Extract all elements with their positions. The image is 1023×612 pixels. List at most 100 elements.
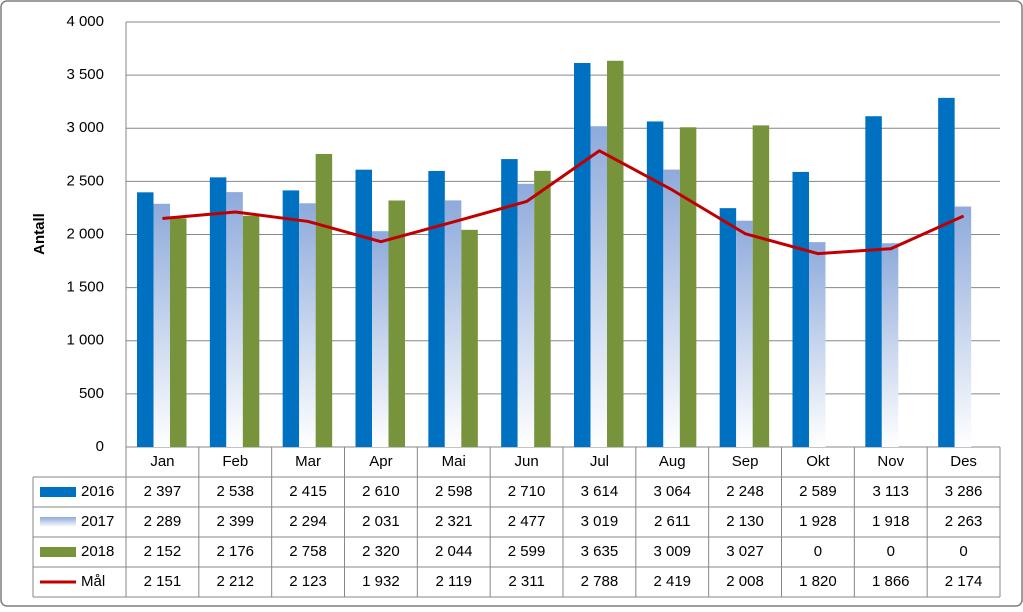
table-value: 2 710 — [508, 483, 546, 500]
bar — [679, 127, 697, 447]
table-value: 3 635 — [581, 543, 619, 560]
table-value: 1 820 — [799, 573, 837, 590]
table-value: 2 123 — [289, 573, 327, 590]
bar — [444, 200, 462, 447]
table-value: 2 589 — [799, 483, 837, 500]
y-tick-label: 1 000 — [66, 332, 104, 349]
x-tick-label: Jun — [514, 453, 538, 470]
bar — [534, 170, 551, 447]
x-tick-label: Apr — [369, 453, 392, 470]
table-value: 2 151 — [144, 573, 182, 590]
bar — [153, 203, 170, 447]
table-value: 2 212 — [216, 573, 254, 590]
x-tick-label: Mar — [295, 453, 321, 470]
table-value: 2 758 — [289, 543, 327, 560]
bar — [607, 60, 624, 447]
bar — [954, 206, 972, 447]
table-value: 1 866 — [872, 573, 910, 590]
table-value: 1 932 — [362, 573, 400, 590]
bar — [792, 171, 809, 447]
bar — [428, 170, 445, 447]
table-value: 0 — [887, 543, 895, 560]
table-value: 2 174 — [945, 573, 983, 590]
line — [162, 149, 965, 256]
legend-key — [40, 517, 76, 527]
table-value: 2 788 — [581, 573, 619, 590]
table-value: 0 — [959, 543, 967, 560]
x-tick-label: Nov — [877, 453, 904, 470]
table-value: 2 263 — [945, 513, 983, 530]
table-value: 0 — [814, 543, 822, 560]
bar — [663, 169, 680, 448]
y-tick-label: 0 — [96, 438, 104, 455]
y-tick-label: 2 000 — [66, 225, 104, 242]
table-value: 2 538 — [216, 483, 254, 500]
bar — [209, 177, 227, 447]
table-value: 1 928 — [799, 513, 837, 530]
table-value: 2 320 — [362, 543, 400, 560]
bar — [736, 220, 753, 447]
bar — [170, 218, 187, 447]
table-value: 2 419 — [653, 573, 691, 590]
bar — [226, 192, 243, 447]
bar — [299, 203, 316, 447]
bar — [865, 116, 882, 448]
table-value: 2 152 — [144, 543, 182, 560]
bar — [501, 159, 518, 447]
table-value: 2 415 — [289, 483, 327, 500]
x-tick-label: Des — [950, 453, 977, 470]
y-tick-label: 4 000 — [66, 13, 104, 30]
table-value: 2 248 — [726, 483, 764, 500]
bar — [752, 125, 770, 447]
bar — [590, 126, 607, 447]
bar — [388, 200, 405, 447]
bar — [461, 229, 478, 447]
bar — [315, 153, 333, 447]
bar — [372, 231, 389, 447]
x-tick-label: Feb — [222, 453, 248, 470]
legend-label: 2018 — [81, 543, 114, 560]
table-value: 3 113 — [873, 483, 909, 500]
table-value: 2 397 — [144, 483, 182, 500]
table-value: 2 044 — [435, 543, 473, 560]
y-tick-label: 1 500 — [66, 279, 104, 296]
table-value: 2 311 — [508, 573, 544, 590]
table-value: 2 399 — [216, 513, 254, 530]
table-value: 3 064 — [653, 483, 691, 500]
bar — [242, 215, 260, 447]
bar — [646, 121, 664, 447]
table-value: 2 130 — [726, 513, 764, 530]
x-tick-label: Okt — [806, 453, 830, 470]
bar — [517, 183, 535, 447]
legend-key — [40, 487, 76, 497]
bar — [282, 190, 300, 447]
table-value: 2 610 — [362, 483, 400, 500]
table-value: 2 321 — [435, 513, 473, 530]
table-value: 3 009 — [653, 543, 691, 560]
bar — [355, 169, 372, 447]
table-value: 3 027 — [726, 543, 764, 560]
bar — [574, 63, 591, 447]
table-value: 1 918 — [872, 513, 910, 530]
y-tick-label: 2 500 — [66, 172, 104, 189]
table-value: 2 598 — [435, 483, 473, 500]
legend-label: 2017 — [81, 513, 114, 530]
bar — [938, 97, 955, 448]
table-value: 2 294 — [289, 513, 327, 530]
table-value: 3 286 — [945, 483, 983, 500]
table-value: 3 614 — [581, 483, 619, 500]
bar — [719, 208, 737, 447]
x-tick-label: Sep — [732, 453, 759, 470]
y-tick-label: 3 500 — [66, 66, 104, 83]
table-value: 2 176 — [216, 543, 254, 560]
x-tick-label: Mai — [442, 453, 466, 470]
bar — [881, 243, 899, 447]
x-tick-label: Jul — [590, 453, 609, 470]
y-tick-label: 3 000 — [66, 119, 104, 136]
table-value: 2 611 — [654, 513, 690, 530]
y-tick-label: 500 — [79, 385, 104, 402]
legend-key — [40, 547, 76, 557]
x-tick-label: Aug — [659, 453, 686, 470]
bar — [809, 242, 826, 447]
